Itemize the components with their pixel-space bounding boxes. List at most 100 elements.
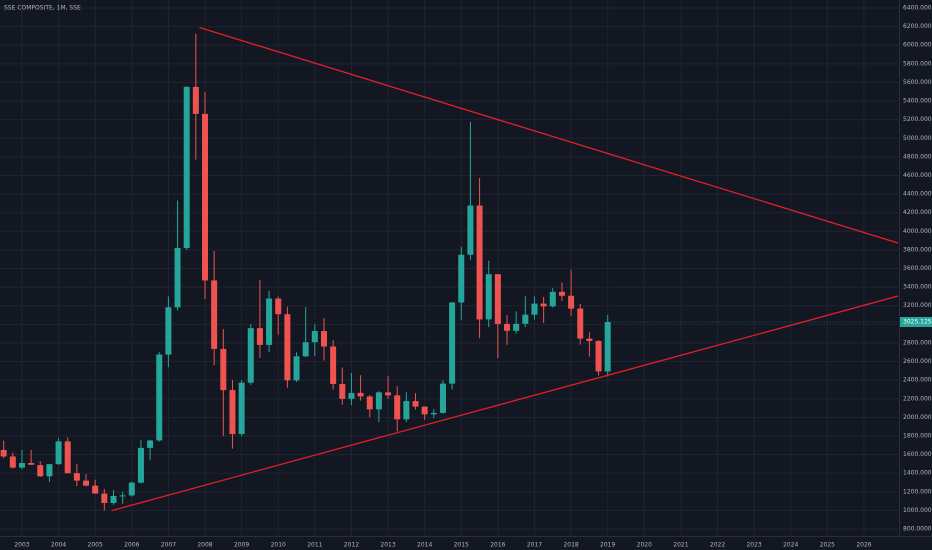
y-tick-label: 2600.0000 [903,358,932,365]
candle-body [229,390,236,435]
candle-body [531,303,538,315]
candle-body [311,331,318,343]
x-tick-label: 2020 [637,542,652,549]
x-tick-label: 2013 [380,542,395,549]
x-tick-label: 2003 [14,542,29,549]
x-tick-label: 2022 [710,542,725,549]
x-tick-label: 2026 [856,542,871,549]
y-tick-label: 4200.0000 [903,209,932,216]
candle-body [339,383,346,399]
candle-body [577,308,584,339]
candle-body [293,356,300,381]
candle-body [275,298,282,315]
candle-body [568,295,575,309]
y-tick-label: 4800.0000 [903,153,932,160]
x-tick-label: 2011 [307,542,322,549]
y-tick-label: 6200.0000 [903,23,932,30]
y-tick-label: 800.0000 [903,526,932,533]
y-tick-label: 3600.0000 [903,265,932,272]
candle-body [549,291,556,307]
candle-body [202,113,209,281]
x-tick-label: 2004 [51,542,66,549]
candle-body [266,298,273,345]
candle-body [375,392,382,410]
x-tick-label: 2007 [161,542,176,549]
x-tick-label: 2023 [746,542,761,549]
y-tick-label: 5600.0000 [903,79,932,86]
y-tick-label: 2800.0000 [903,339,932,346]
candle-body [284,314,291,381]
candle-body [64,441,71,474]
candle-body [165,307,172,355]
y-tick-label: 5000.0000 [903,135,932,142]
y-tick-label: 1200.0000 [903,488,932,495]
candle-body [494,274,501,324]
candle-body [403,401,410,420]
candle-body [92,485,99,494]
last-price-label: 3025.1254 [903,318,932,325]
x-tick-label: 2005 [88,542,103,549]
last-price-tag [900,316,932,327]
x-tick-label: 2015 [454,542,469,549]
candle-body [83,480,90,486]
candle-body [174,248,181,308]
candle-body [320,331,327,347]
y-tick-label: 3200.0000 [903,302,932,309]
x-tick-label: 2024 [783,542,798,549]
candle-body [302,342,309,357]
x-tick-label: 2014 [417,542,432,549]
candle-body [540,303,547,307]
y-tick-label: 3400.0000 [903,284,932,291]
x-tick-label: 2012 [344,542,359,549]
candle-body [28,462,35,465]
candle-body [394,395,401,420]
candle-body [412,401,419,407]
candle-body [558,291,565,296]
y-tick-label: 2400.0000 [903,377,932,384]
x-tick-label: 2017 [527,542,542,549]
candle-body [128,482,135,496]
candle-body [211,280,218,349]
x-tick-label: 2019 [600,542,615,549]
candle-body [348,392,355,399]
y-tick-label: 2200.0000 [903,395,932,402]
candle-body [37,465,44,477]
candle-body [449,302,456,384]
chart-title: SSE COMPOSITE, 1M, SSE [4,5,81,12]
candle-body [385,392,392,396]
candle-body [604,321,611,372]
y-tick-label: 4400.0000 [903,191,932,198]
candle-body [595,340,602,372]
candle-body [458,254,465,303]
y-tick-label: 5200.0000 [903,116,932,123]
candle-body [430,412,437,415]
candle-body [147,440,154,448]
candle-body [46,464,53,477]
x-tick-label: 2025 [820,542,835,549]
candle-body [55,441,62,465]
candle-body [366,396,373,410]
candle-body [357,392,364,397]
y-tick-label: 3800.0000 [903,246,932,253]
candle-body [192,86,199,114]
candle-body [137,447,144,483]
x-tick-label: 2008 [197,542,212,549]
y-tick-label: 1400.0000 [903,470,932,477]
x-tick-label: 2006 [124,542,139,549]
y-tick-label: 5400.0000 [903,98,932,105]
trend-line [111,295,899,512]
candle-body [156,354,163,441]
candle-body [183,86,190,249]
candle-body [330,346,337,384]
candle-body [586,338,593,341]
plot [0,0,899,536]
x-tick-label: 2018 [563,542,578,549]
x-tick-label: 2016 [490,542,505,549]
candle-body [467,205,474,255]
y-tick-label: 5800.0000 [903,60,932,67]
y-tick-label: 2000.0000 [903,414,932,421]
x-tick-label: 2010 [271,542,286,549]
candle-body [522,314,529,324]
